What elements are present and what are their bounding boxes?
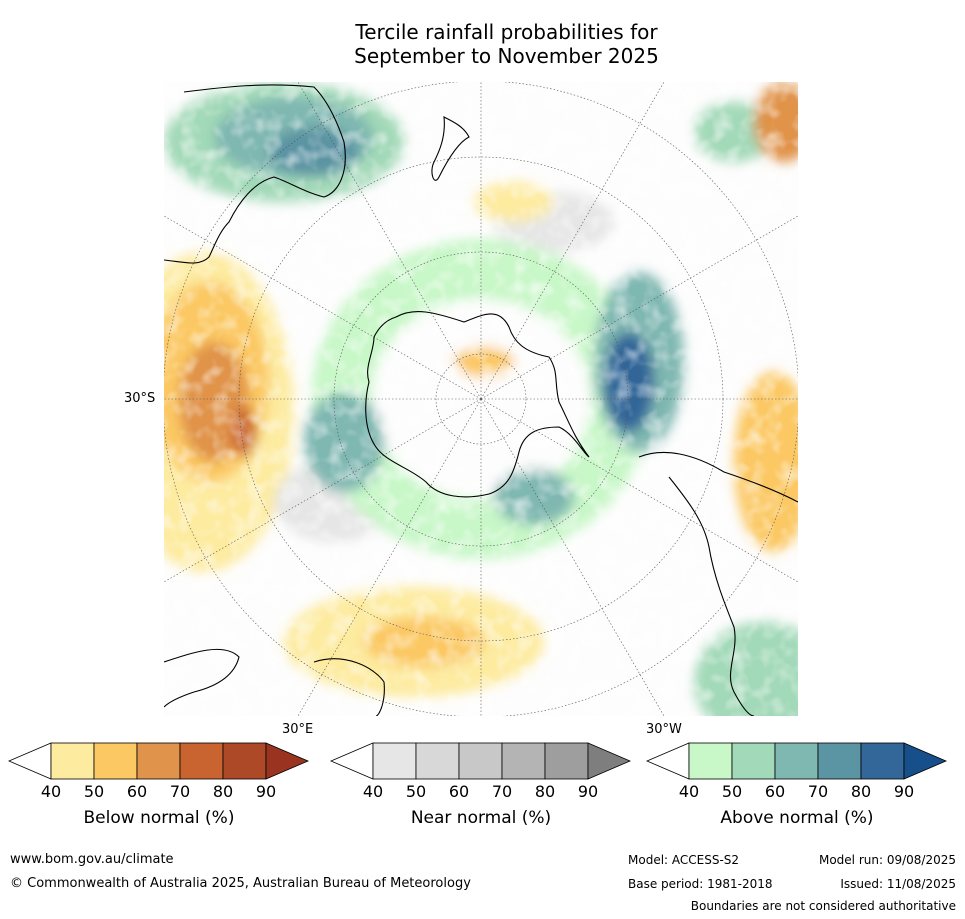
colorbar-below-tick: 70 [169,782,191,801]
colorbar-below-segment [50,742,95,780]
disclaimer-text: Boundaries are not considered authoritat… [690,899,956,913]
colorbar-near-segment [458,742,503,780]
colorbar-near-segment [415,742,460,780]
map-title: Tercile rainfall probabilities for Septe… [0,20,965,68]
colorbar-near-segment [501,742,546,780]
colorbar-above-label: Above normal (%) [720,808,874,828]
colorbar-near-tick: 70 [491,782,513,801]
colorbar-below-tick: 50 [83,782,105,801]
lon-label-30e: 30°E [282,722,314,737]
colorbar-below-max-extend [265,742,310,780]
colorbar-near-tick: 40 [362,782,384,801]
australia-coast [164,84,346,264]
colorbar-below-tick: 80 [212,782,234,801]
coastlines [164,84,798,716]
lon-label-30w: 30°W [646,722,682,737]
issued-text: Issued: 11/08/2025 [840,877,956,891]
colorbar-below-segment [136,742,181,780]
model-run-text: Model run: 09/08/2025 [818,853,956,867]
copyright-text: © Commonwealth of Australia 2025, Austra… [10,876,471,891]
colorbar-below-tick: 90 [255,782,277,801]
colorbar-near-tick: 60 [448,782,470,801]
colorbar-near-segment [372,742,417,780]
colorbar-below-segment [222,742,267,780]
colorbar-above-segment [688,742,733,780]
colorbar-below-segment [179,742,224,780]
map-title-line2: September to November 2025 [354,44,659,68]
colorbar-above-tick: 90 [893,782,915,801]
new-zealand-coast [431,116,470,181]
colorbar-near [329,742,632,780]
colorbar-above-tick: 50 [721,782,743,801]
colorbar-above-min-extend [645,742,690,780]
colorbar-below-segment [93,742,138,780]
map-title-line1: Tercile rainfall probabilities for [355,20,658,44]
colorbar-above-tick: 70 [807,782,829,801]
south-america-coast [638,451,798,716]
colorbar-above [645,742,948,780]
africa-coast [164,648,385,716]
colorbar-above-segment [774,742,819,780]
website-link[interactable]: www.bom.gov.au/climate [10,852,174,867]
colorbar-above-tick: 40 [678,782,700,801]
colorbar-above-tick: 60 [764,782,786,801]
colorbar-below [7,742,310,780]
colorbar-near-tick: 80 [534,782,556,801]
colorbar-below-min-extend [7,742,52,780]
colorbar-near-label: Near normal (%) [410,808,552,828]
colorbar-near-max-extend [587,742,632,780]
colorbar-below-label: Below normal (%) [83,808,235,828]
base-period-text: Base period: 1981-2018 [628,877,773,891]
antarctica-coast [365,311,590,498]
polar-map[interactable] [164,82,798,716]
graticule [164,82,798,716]
colorbar-above-segment [860,742,905,780]
map-canvas [164,82,798,716]
colorbar-near-tick: 90 [577,782,599,801]
colorbar-above-segment [731,742,776,780]
lat-label-30s: 30°S [124,391,156,406]
colorbar-below-tick: 40 [40,782,62,801]
colorbar-near-segment [544,742,589,780]
colorbar-below-tick: 60 [126,782,148,801]
colorbar-above-segment [817,742,862,780]
colorbar-near-min-extend [329,742,374,780]
colorbar-above-max-extend [903,742,948,780]
model-text: Model: ACCESS-S2 [628,853,740,867]
colorbar-above-tick: 80 [850,782,872,801]
colorbar-near-tick: 50 [405,782,427,801]
